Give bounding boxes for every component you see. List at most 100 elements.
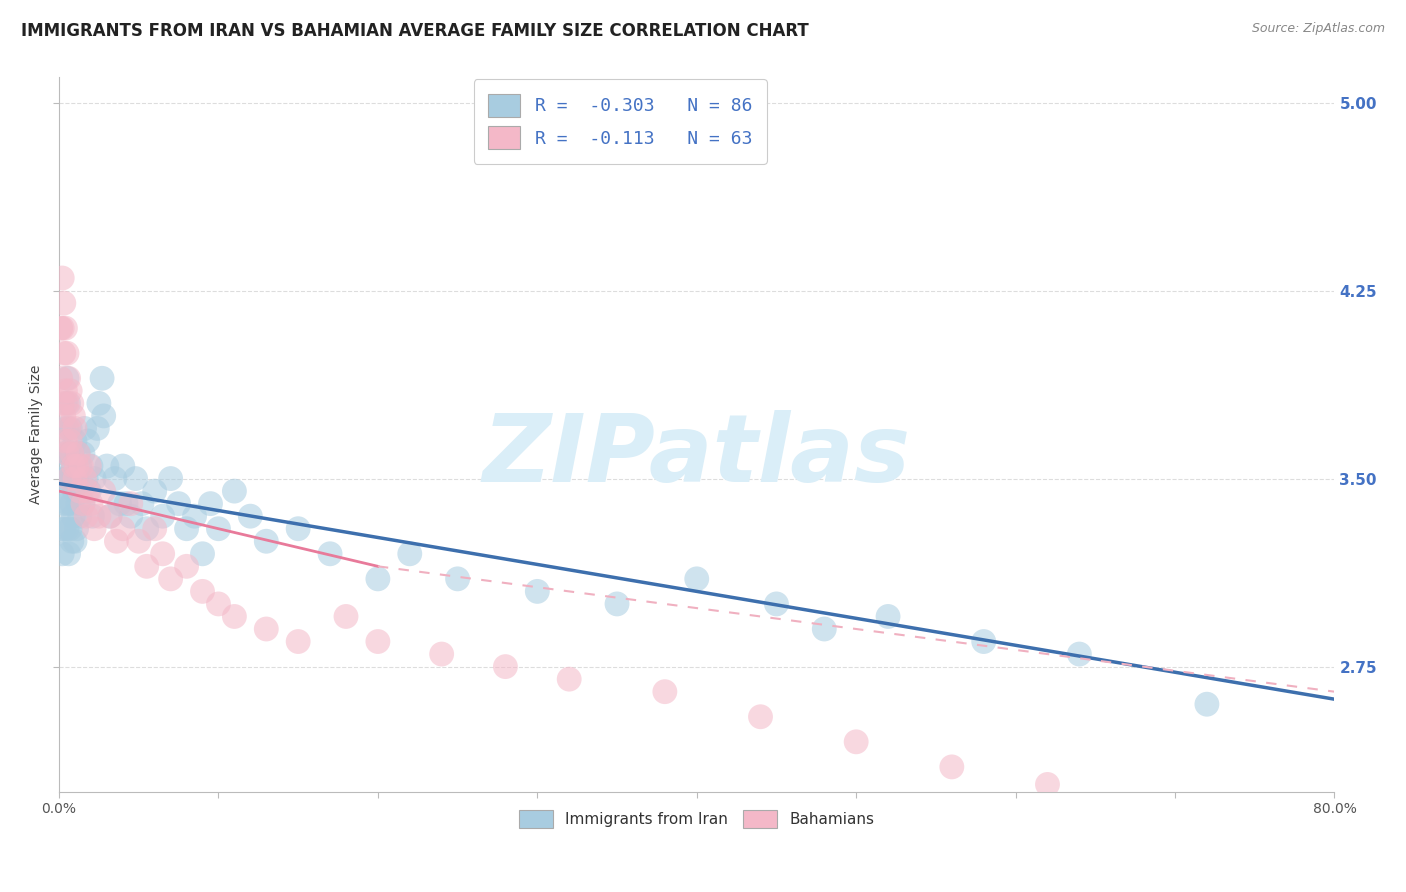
Point [56,396,79,410]
Legend: Immigrants from Iran, Bahamians: Immigrants from Iran, Bahamians [513,804,880,834]
Point [82,509,104,524]
Point [75,472,97,486]
Point [1069,647,1091,661]
Point [430,647,453,661]
Point [254,622,277,636]
Point [87,396,110,410]
Point [63,434,86,448]
Point [69,484,91,499]
Point [75,509,97,524]
Point [143,522,166,536]
Point [70,458,93,473]
Point [58,547,80,561]
Point [526,584,548,599]
Point [104,472,127,486]
Point [55,497,77,511]
Point [52,421,75,435]
Point [56,346,79,360]
Point [167,497,190,511]
Point [76,484,98,499]
Point [813,622,835,636]
Point [191,547,214,561]
Point [80,497,103,511]
Point [120,509,142,524]
Point [52,409,75,423]
Point [63,534,86,549]
Point [58,421,80,435]
Text: Source: ZipAtlas.com: Source: ZipAtlas.com [1251,22,1385,36]
Point [765,597,787,611]
Point [60,446,83,460]
Point [62,458,84,473]
Point [86,421,108,435]
Point [83,472,105,486]
Point [124,472,146,486]
Point [335,609,357,624]
Point [79,458,101,473]
Point [49,522,72,536]
Point [59,434,82,448]
Point [65,522,87,536]
Point [52,346,75,360]
Point [152,547,174,561]
Point [159,472,181,486]
Point [654,684,676,698]
Point [120,497,142,511]
Point [72,497,94,511]
Point [446,572,468,586]
Text: ZIPatlas: ZIPatlas [482,410,911,502]
Point [55,321,77,335]
Point [319,547,342,561]
Point [51,497,73,511]
Point [111,458,134,473]
Point [367,634,389,648]
Point [143,484,166,499]
Point [67,446,90,460]
Point [58,472,80,486]
Point [254,534,277,549]
Point [67,446,90,460]
Point [55,384,77,398]
Point [51,271,73,285]
Point [65,472,87,486]
Point [49,321,72,335]
Point [52,522,75,536]
Point [1036,777,1059,791]
Point [749,710,772,724]
Point [76,434,98,448]
Point [55,446,77,460]
Point [1195,697,1218,711]
Point [63,421,86,435]
Point [239,509,262,524]
Point [135,522,157,536]
Point [49,371,72,385]
Point [73,421,96,435]
Point [51,396,73,410]
Point [69,509,91,524]
Point [98,509,121,524]
Y-axis label: Average Family Size: Average Family Size [30,365,44,504]
Point [60,446,83,460]
Point [65,458,87,473]
Point [606,597,628,611]
Point [191,584,214,599]
Point [200,497,222,511]
Point [207,522,229,536]
Point [96,458,118,473]
Point [131,497,153,511]
Point [159,572,181,586]
Point [55,396,77,410]
Point [224,609,246,624]
Text: IMMIGRANTS FROM IRAN VS BAHAMIAN AVERAGE FAMILY SIZE CORRELATION CHART: IMMIGRANTS FROM IRAN VS BAHAMIAN AVERAGE… [21,22,808,40]
Point [135,559,157,574]
Point [287,522,309,536]
Point [58,497,80,511]
Point [59,384,82,398]
Point [60,497,83,511]
Point [111,522,134,536]
Point [973,634,995,648]
Point [398,547,420,561]
Point [105,534,128,549]
Point [845,735,868,749]
Point [686,572,709,586]
